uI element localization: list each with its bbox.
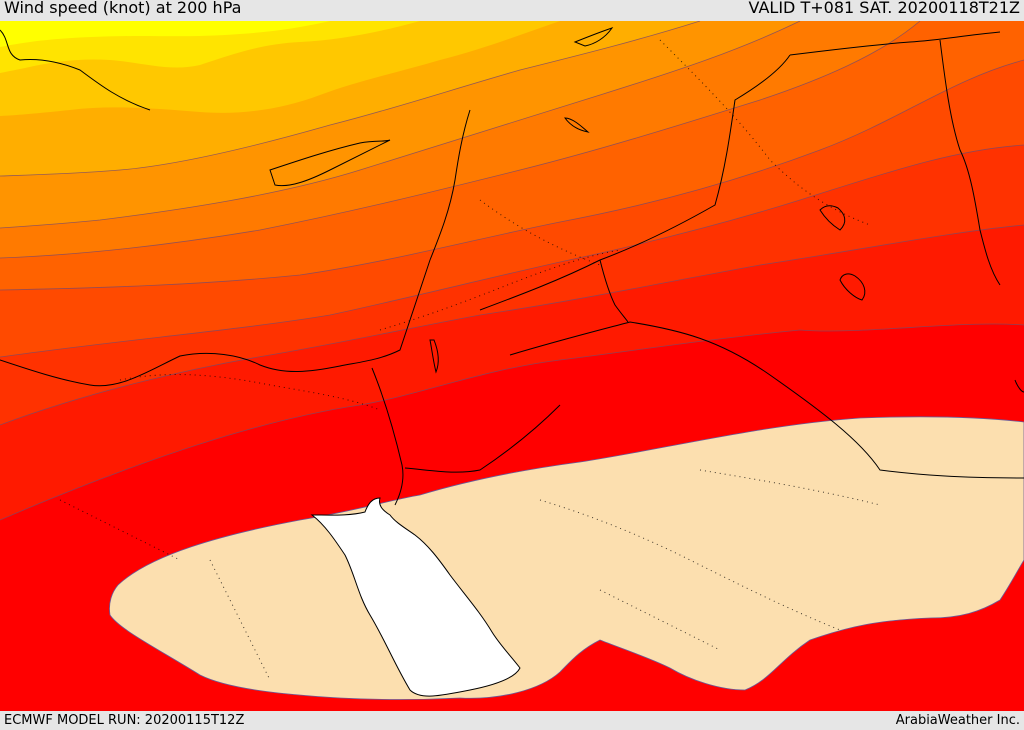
footer-bar: ECMWF MODEL RUN: 20200115T12Z ArabiaWeat… [0,711,1024,729]
valid-time: VALID T+081 SAT. 20200118T21Z [749,0,1020,18]
wind-speed-map [0,21,1024,711]
model-run: ECMWF MODEL RUN: 20200115T12Z [4,712,244,730]
map-title: Wind speed (knot) at 200 hPa [4,0,241,18]
provider-credit: ArabiaWeather Inc. [896,712,1020,730]
header-bar: Wind speed (knot) at 200 hPa VALID T+081… [0,0,1024,21]
